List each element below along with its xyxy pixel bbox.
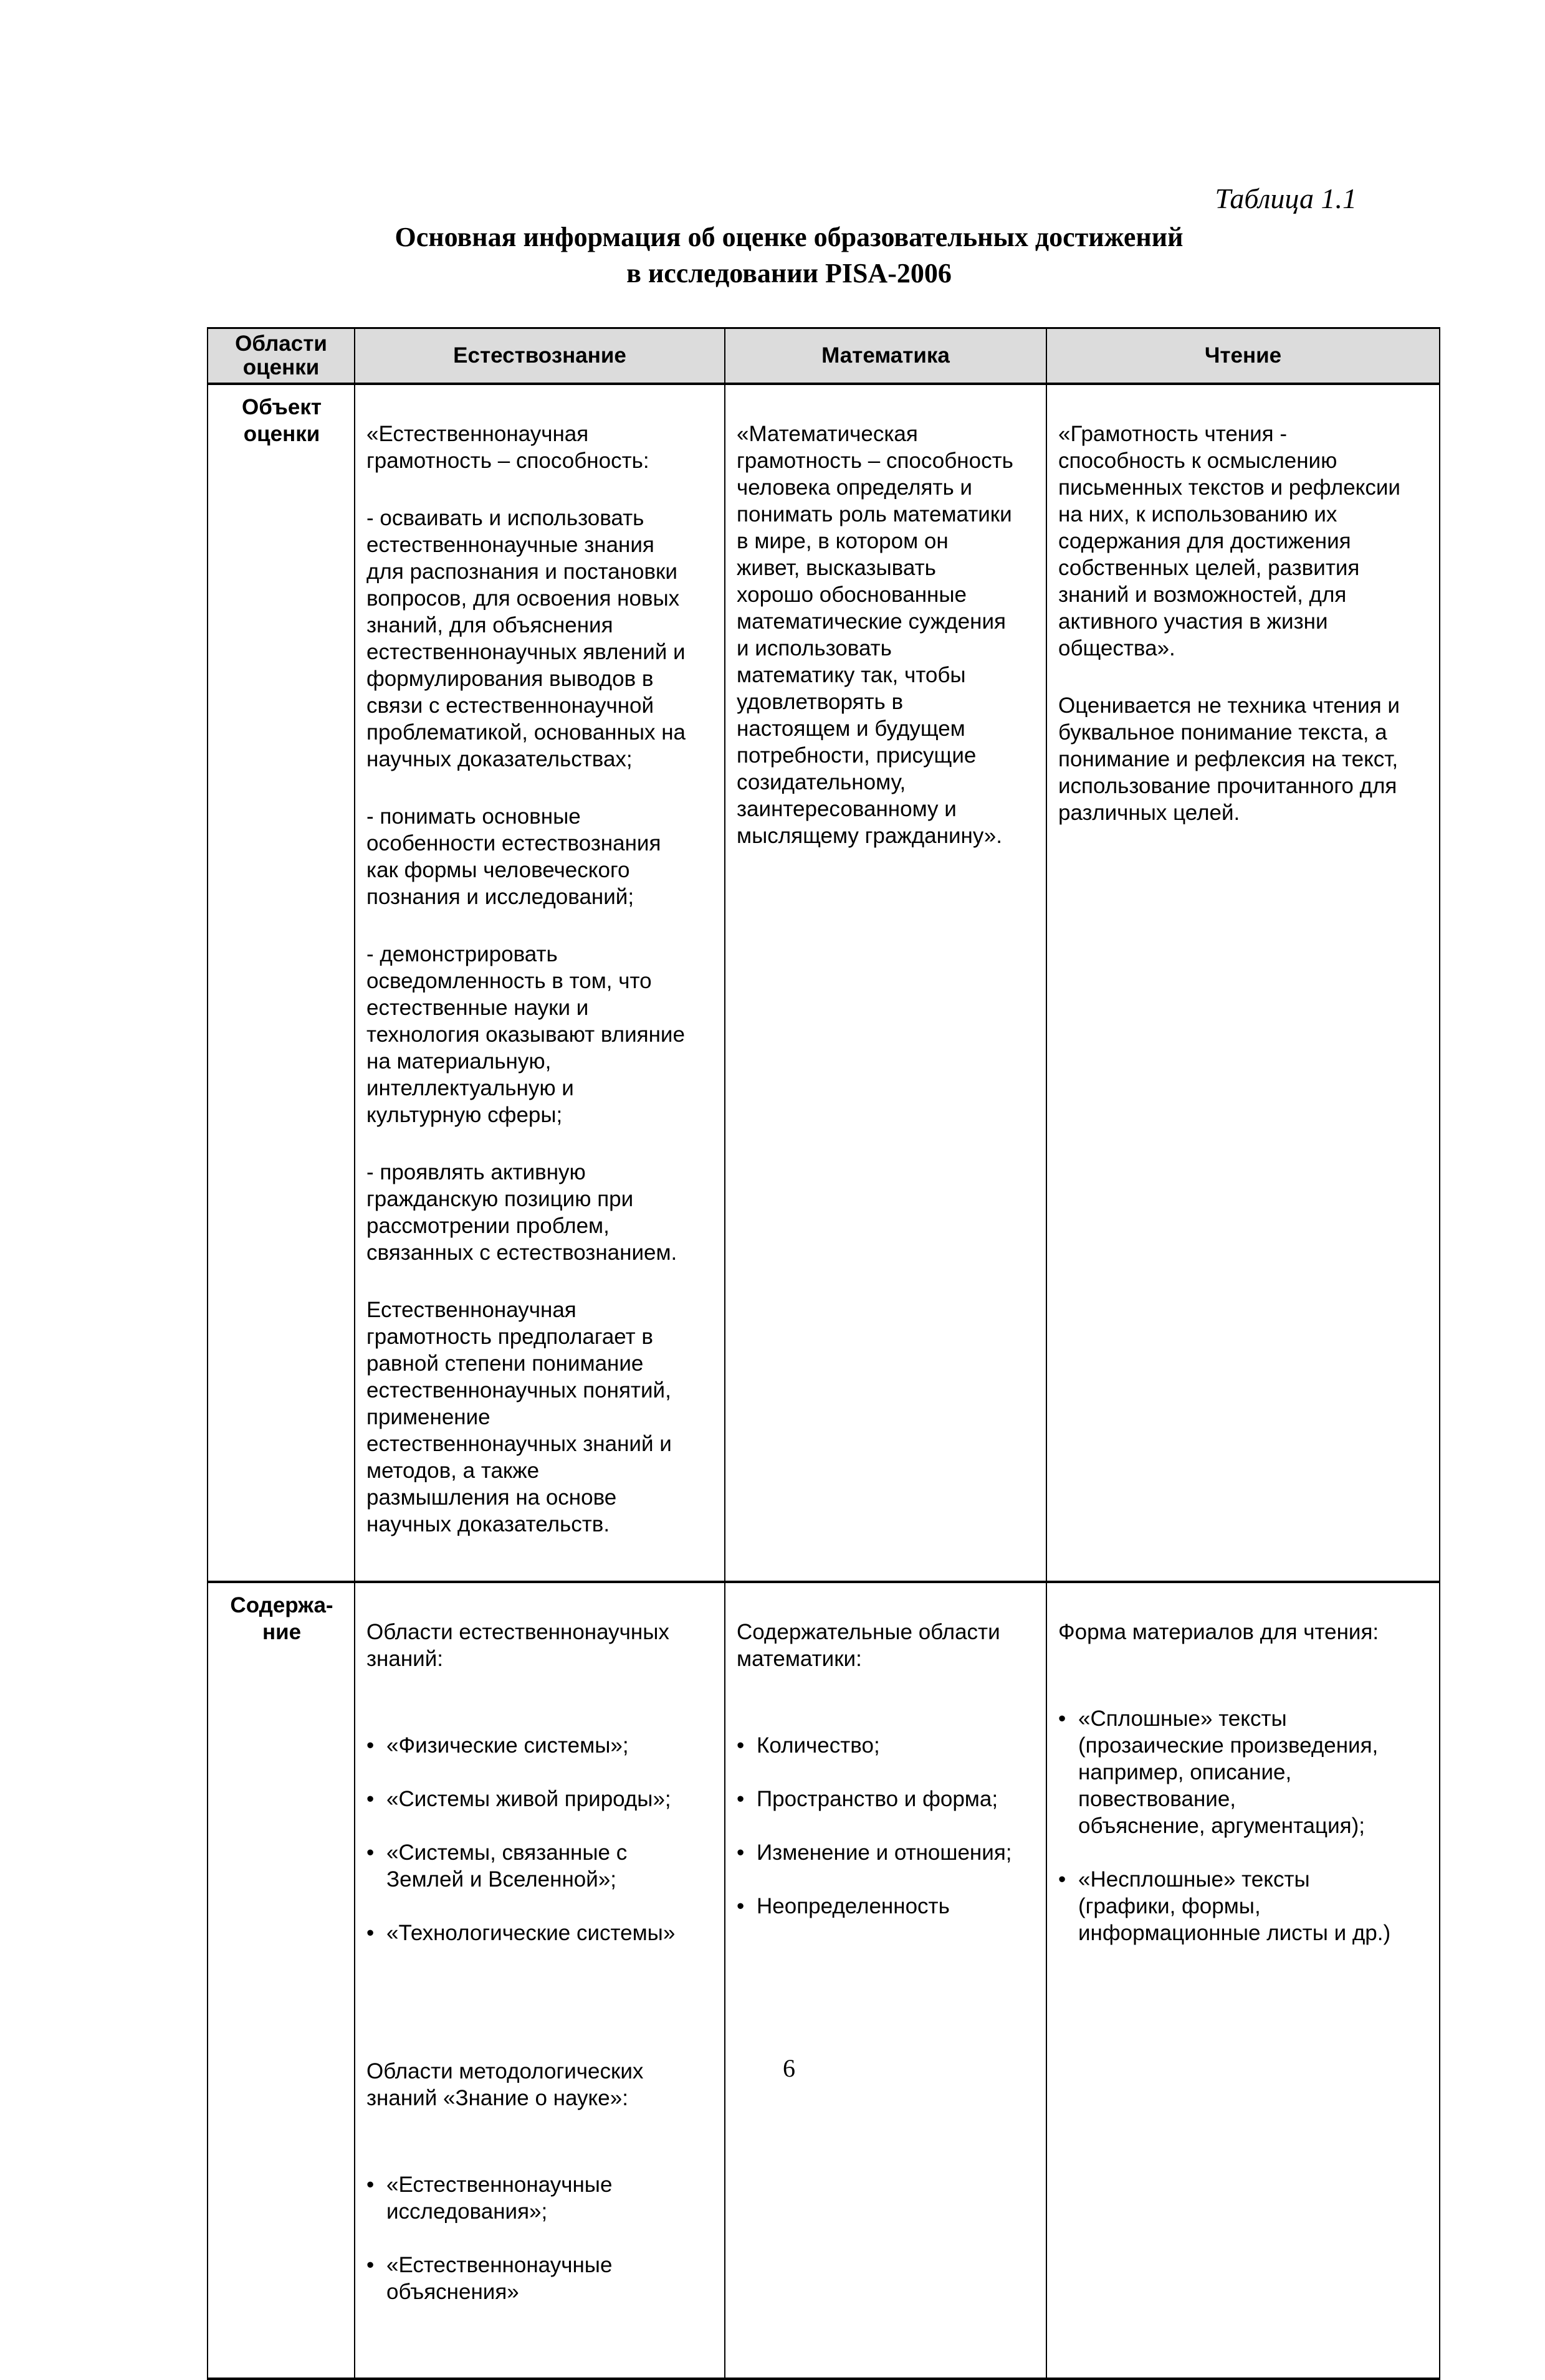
cell-reading-object: «Грамотность чтения - способность к осмы… xyxy=(1046,383,1440,1583)
list-item: «Естественнонаучные исследования»; xyxy=(366,2171,714,2225)
list-item: Изменение и отношения; xyxy=(737,1839,1036,1866)
list-item: «Несплошные» тексты (графики, формы, инф… xyxy=(1058,1866,1429,1946)
header-math: Математика xyxy=(724,327,1047,385)
header-areas: Области оценки xyxy=(207,327,355,385)
paragraph: Области методологических знаний «Знание … xyxy=(366,2059,644,2110)
paragraph: - понимать основные особенности естество… xyxy=(366,804,661,909)
list-item: Неопределенность xyxy=(737,1893,1036,1920)
bullet-list: «Сплошные» тексты (прозаические произвед… xyxy=(1058,1678,1429,1973)
row-label-content: Содержа- ние xyxy=(207,1581,355,2379)
header-reading: Чтение xyxy=(1046,327,1440,385)
paragraph: Естественнонаучная грамотность предполаг… xyxy=(366,1298,672,1536)
bullet-list: «Физические системы»; «Системы живой при… xyxy=(366,1705,714,1973)
list-item: «Технологические системы» xyxy=(366,1920,714,1946)
table-row: Содержа- ние Области естественнонаучных … xyxy=(207,1581,1440,2379)
list-item: «Естественнонаучные объяснения» xyxy=(366,2252,714,2305)
paragraph: «Естественнонаучная грамотность – способ… xyxy=(366,422,649,473)
paragraph: «Грамотность чтения - способность к осмы… xyxy=(1058,422,1400,660)
paragraph: Форма материалов для чтения: xyxy=(1058,1620,1379,1644)
list-item: «Физические системы»; xyxy=(366,1732,714,1759)
table-row: Объект оценки «Естественнонаучная грамот… xyxy=(207,383,1440,1583)
cell-science-content: Области естественнонаучных знаний: «Физи… xyxy=(354,1581,725,2379)
paragraph: Содержательные области математики: xyxy=(737,1620,1000,1671)
paragraph: Области естественнонаучных знаний: xyxy=(366,1620,669,1671)
list-item: «Сплошные» тексты (прозаические произвед… xyxy=(1058,1705,1429,1839)
cell-reading-content: Форма материалов для чтения: «Сплошные» … xyxy=(1046,1581,1440,2379)
cell-science-object: «Естественнонаучная грамотность – способ… xyxy=(354,383,725,1583)
cell-math-content: Содержательные области математики: Колич… xyxy=(724,1581,1047,2379)
list-item: Количество; xyxy=(737,1732,1036,1759)
row-label-object: Объект оценки xyxy=(207,383,355,1583)
list-item: «Системы живой природы»; xyxy=(366,1786,714,1812)
paragraph: «Математическая грамотность – способност… xyxy=(737,422,1013,848)
page-number: 6 xyxy=(783,2054,795,2082)
table-caption: Таблица 1.1 xyxy=(1215,183,1357,214)
paragraph: - демонстрировать осведомленность в том,… xyxy=(366,942,685,1127)
table-header-row: Области оценки Естествознание Математика… xyxy=(207,327,1440,385)
header-science: Естествознание xyxy=(354,327,725,385)
list-item: «Системы, связанные с Землей и Вселенной… xyxy=(366,1839,714,1893)
paragraph: - осваивать и использовать естественнона… xyxy=(366,506,686,771)
paragraph: Оценивается не техника чтения и буквальн… xyxy=(1058,693,1400,825)
list-item: Пространство и форма; xyxy=(737,1786,1036,1812)
cell-math-object: «Математическая грамотность – способност… xyxy=(724,383,1047,1583)
page-title: Основная информация об оценке образовате… xyxy=(395,222,1184,288)
bullet-list: Количество; Пространство и форма; Измене… xyxy=(737,1705,1036,1946)
bullet-list: «Естественнонаучные исследования»; «Есте… xyxy=(366,2144,714,2332)
paragraph: - проявлять активную гражданскую позицию… xyxy=(366,1160,677,1265)
